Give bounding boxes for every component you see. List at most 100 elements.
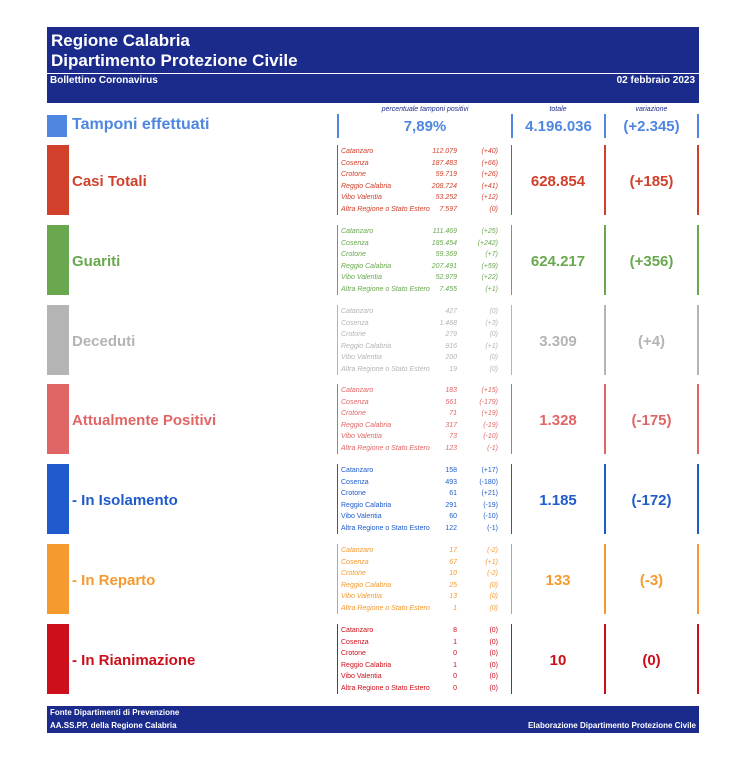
province-name: Reggio Calabria (341, 421, 392, 429)
province-item: Cosenza 1 (0) (341, 637, 513, 649)
province-item: Cosenza 185.454 (+242) (341, 238, 513, 250)
province-breakdown: Catanzaro 111.469 (+25) Cosenza 185.454 (+242… (337, 225, 513, 295)
province-name: Altra Regione o Stato Estero (341, 444, 430, 452)
province-value: 561 (445, 398, 457, 406)
row-divider (697, 384, 699, 454)
province-value: 19 (449, 365, 457, 373)
province-breakdown: Catanzaro 17 (-2) Cosenza 67 (+1) Crotone 10 (-2… (337, 544, 513, 614)
province-name: Cosenza (341, 478, 369, 486)
province-variation: (+1) (485, 285, 498, 293)
row-divider (511, 544, 512, 614)
tamponi-color-square (47, 115, 67, 137)
province-item: Altra Regione o Stato Estero 123 (-1) (341, 443, 513, 455)
province-variation: (+1) (485, 558, 498, 566)
province-item: Cosenza 493 (-180) (341, 477, 513, 489)
province-name: Crotone (341, 331, 366, 338)
province-name: Catanzaro (341, 547, 374, 554)
province-name: Catanzaro (341, 627, 374, 634)
province-item: Cosenza 187.483 (+66) (341, 158, 513, 170)
province-value: 112.079 (432, 148, 457, 155)
province-value: 279 (445, 331, 457, 338)
province-item: Vibo Valentia 60 (-10) (341, 511, 513, 523)
variation-column-label: variazione (635, 106, 668, 113)
row-divider (337, 384, 338, 454)
province-variation: (0) (489, 638, 498, 646)
province-name: Vibo Valentia (341, 673, 382, 680)
province-item: Altra Regione o Stato Estero 122 (-1) (341, 523, 513, 535)
province-item: Reggio Calabria 916 (+1) (341, 341, 513, 353)
province-name: Vibo Valentia (341, 194, 382, 201)
province-name: Altra Regione o Stato Estero (341, 205, 430, 213)
province-variation: (+12) (481, 194, 498, 201)
province-value: 111.469 (432, 228, 457, 235)
row-variation: (+4) (637, 333, 666, 350)
row-divider (337, 624, 338, 694)
province-item: Catanzaro 8 (0) (341, 625, 513, 637)
province-variation: (-2) (487, 570, 498, 577)
province-value: 122 (445, 524, 457, 532)
province-variation: (0) (489, 331, 498, 338)
row-variation: (-175) (631, 412, 672, 429)
province-variation: (-1) (487, 444, 498, 452)
province-item: Altra Regione o Stato Estero 0 (0) (341, 683, 513, 695)
row-total: 1.328 (539, 412, 577, 429)
province-value: 123 (445, 444, 457, 452)
province-item: Catanzaro 183 (+15) (341, 385, 513, 397)
province-value: 916 (445, 342, 457, 350)
province-name: Vibo Valentia (341, 433, 382, 440)
province-name: Reggio Calabria (341, 501, 392, 509)
stat-row: - In Isolamento Catanzaro 158 (+17) Cosenza 4… (47, 464, 699, 534)
province-value: 0 (453, 684, 457, 692)
province-variation: (-19) (483, 501, 498, 509)
province-item: Cosenza 67 (+1) (341, 557, 513, 569)
header-title-region: Regione Calabria (51, 31, 190, 50)
province-name: Cosenza (341, 558, 369, 566)
row-color-bar (47, 544, 69, 614)
province-name: Altra Regione o Stato Estero (341, 365, 430, 373)
province-variation: (0) (489, 365, 498, 373)
province-item: Reggio Calabria 317 (-19) (341, 420, 513, 432)
province-name: Crotone (341, 171, 366, 178)
row-variation: (+356) (629, 253, 674, 270)
province-value: 25 (449, 581, 457, 589)
stat-row: Attualmente Positivi Catanzaro 183 (+15) Cos… (47, 384, 699, 454)
row-divider (697, 305, 699, 375)
province-variation: (-2) (487, 547, 498, 554)
province-item: Crotone 10 (-2) (341, 568, 513, 580)
row-title: Casi Totali (72, 173, 147, 190)
row-divider (697, 464, 699, 534)
row-total: 3.309 (539, 333, 577, 350)
province-name: Catanzaro (341, 387, 374, 394)
province-value: 59.719 (435, 171, 457, 178)
province-variation: (0) (489, 627, 498, 634)
province-item: Vibo Valentia 13 (0) (341, 591, 513, 603)
province-breakdown: Catanzaro 112.079 (+40) Cosenza 187.483 (+66)… (337, 145, 513, 215)
header-divider (47, 73, 699, 74)
province-item: Reggio Calabria 291 (-19) (341, 500, 513, 512)
row-title: - In Reparto (72, 572, 156, 589)
row-title: Attualmente Positivi (72, 412, 217, 429)
province-name: Cosenza (341, 239, 369, 247)
province-variation: (+26) (481, 171, 498, 178)
province-item: Altra Regione o Stato Estero 19 (0) (341, 364, 513, 376)
tamponi-label: Tamponi effettuati (72, 116, 210, 133)
province-variation: (0) (489, 581, 498, 589)
province-value: 17 (449, 547, 457, 554)
province-variation: (+21) (481, 490, 498, 497)
province-value: 208.724 (431, 182, 457, 190)
row-variation: (0) (642, 652, 661, 669)
province-item: Catanzaro 111.469 (+25) (341, 226, 513, 238)
row-total: 624.217 (530, 253, 586, 270)
province-name: Cosenza (341, 398, 369, 406)
province-variation: (+1) (485, 342, 498, 350)
stat-row: - In Reparto Catanzaro 17 (-2) Cosenza 67 (+1)… (47, 544, 699, 614)
province-value: 60 (449, 513, 457, 520)
stat-row: Casi Totali Catanzaro 112.079 (+40) Cosenza 1… (47, 145, 699, 215)
province-name: Crotone (341, 251, 366, 258)
row-divider (697, 145, 699, 215)
province-name: Catanzaro (341, 467, 374, 474)
footer-source-line2: AA.SS.PP. della Regione Calabria (50, 721, 177, 730)
province-variation: (+22) (481, 274, 498, 281)
province-item: Vibo Valentia 53.252 (+12) (341, 192, 513, 204)
row-divider (511, 305, 512, 375)
